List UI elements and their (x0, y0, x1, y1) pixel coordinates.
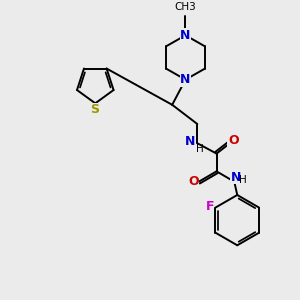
Text: N: N (180, 73, 191, 86)
Text: CH3: CH3 (175, 2, 196, 12)
Text: N: N (185, 135, 195, 148)
Text: O: O (188, 175, 199, 188)
Text: F: F (206, 200, 214, 213)
Text: N: N (231, 171, 241, 184)
Text: H: H (196, 144, 204, 154)
Text: N: N (180, 29, 191, 42)
Text: H: H (239, 175, 247, 185)
Text: O: O (228, 134, 239, 147)
Text: S: S (90, 103, 99, 116)
